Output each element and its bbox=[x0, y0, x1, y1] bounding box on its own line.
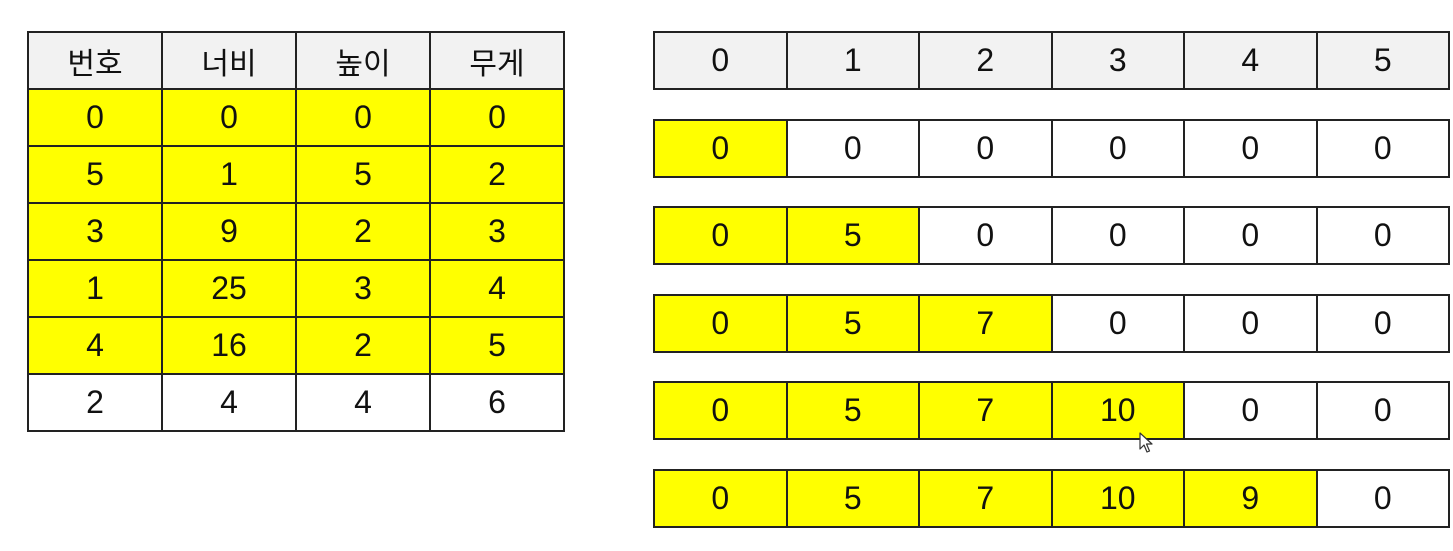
dp-cell: 7 bbox=[918, 381, 1053, 440]
dp-index-cell: 0 bbox=[653, 31, 788, 90]
dp-cell: 0 bbox=[653, 469, 788, 528]
dp-index-cell: 3 bbox=[1050, 31, 1185, 90]
dp-cell: 0 bbox=[1315, 294, 1450, 353]
dp-row: 0 5 7 10 9 0 bbox=[653, 469, 1450, 528]
dp-index-cell: 1 bbox=[785, 31, 920, 90]
dp-cell: 0 bbox=[1315, 206, 1450, 265]
box-table-cell: 3 bbox=[295, 259, 431, 318]
header-height: 높이 bbox=[295, 31, 431, 90]
box-table-cell: 2 bbox=[295, 316, 431, 375]
dp-cell: 5 bbox=[785, 294, 920, 353]
box-table-cell: 0 bbox=[429, 88, 565, 147]
dp-cell: 0 bbox=[1050, 119, 1185, 178]
header-weight: 무게 bbox=[429, 31, 565, 90]
box-table-cell: 4 bbox=[161, 373, 297, 432]
dp-cell: 0 bbox=[1183, 206, 1318, 265]
dp-cell: 0 bbox=[785, 119, 920, 178]
dp-cell: 5 bbox=[785, 469, 920, 528]
box-table-row: 4 16 2 5 bbox=[27, 316, 565, 375]
box-table-cell: 4 bbox=[429, 259, 565, 318]
dp-cell: 0 bbox=[918, 119, 1053, 178]
box-table-cell: 9 bbox=[161, 202, 297, 261]
dp-cell: 10 bbox=[1050, 469, 1185, 528]
box-table-cell: 0 bbox=[27, 88, 163, 147]
box-table-cell: 6 bbox=[429, 373, 565, 432]
dp-cell: 0 bbox=[653, 206, 788, 265]
dp-cell: 0 bbox=[1050, 206, 1185, 265]
dp-cell: 0 bbox=[653, 381, 788, 440]
dp-cell: 7 bbox=[918, 294, 1053, 353]
box-table-cell: 1 bbox=[27, 259, 163, 318]
box-table-cell: 5 bbox=[429, 316, 565, 375]
mouse-pointer-icon bbox=[1139, 432, 1153, 453]
dp-cell: 9 bbox=[1183, 469, 1318, 528]
box-table-cell: 3 bbox=[429, 202, 565, 261]
dp-cell: 0 bbox=[1315, 381, 1450, 440]
dp-index-cell: 4 bbox=[1183, 31, 1318, 90]
dp-cell: 10 bbox=[1050, 381, 1185, 440]
box-table-cell: 0 bbox=[295, 88, 431, 147]
dp-cell: 0 bbox=[1315, 469, 1450, 528]
box-table-row: 1 25 3 4 bbox=[27, 259, 565, 318]
dp-cell: 5 bbox=[785, 381, 920, 440]
box-table-cell: 1 bbox=[161, 145, 297, 204]
dp-cell: 0 bbox=[1183, 119, 1318, 178]
box-table-cell: 4 bbox=[295, 373, 431, 432]
box-table-cell: 25 bbox=[161, 259, 297, 318]
box-table-cell: 4 bbox=[27, 316, 163, 375]
box-table-header-row: 번호 너비 높이 무게 bbox=[27, 31, 565, 90]
dp-cell: 5 bbox=[785, 206, 920, 265]
box-table-cell: 5 bbox=[295, 145, 431, 204]
box-table-cell: 5 bbox=[27, 145, 163, 204]
dp-cell: 0 bbox=[653, 294, 788, 353]
box-table-cell: 2 bbox=[429, 145, 565, 204]
dp-index-cell: 2 bbox=[918, 31, 1053, 90]
dp-cell: 0 bbox=[653, 119, 788, 178]
dp-row: 0 5 7 10 0 0 bbox=[653, 381, 1450, 440]
dp-cell: 0 bbox=[918, 206, 1053, 265]
dp-index-cell: 5 bbox=[1315, 31, 1450, 90]
dp-cell: 0 bbox=[1050, 294, 1185, 353]
header-number: 번호 bbox=[27, 31, 163, 90]
box-table-cell: 3 bbox=[27, 202, 163, 261]
header-width: 너비 bbox=[161, 31, 297, 90]
box-table-cell: 2 bbox=[295, 202, 431, 261]
box-table: 번호 너비 높이 무게 0 0 0 0 5 1 5 2 3 9 2 3 1 25 3 4 4 16 2 5 2 4 4 6 bbox=[27, 31, 565, 432]
box-table-cell: 0 bbox=[161, 88, 297, 147]
dp-cell: 0 bbox=[1183, 294, 1318, 353]
box-table-cell: 2 bbox=[27, 373, 163, 432]
dp-cell: 0 bbox=[1183, 381, 1318, 440]
dp-cell: 0 bbox=[1315, 119, 1450, 178]
box-table-cell: 16 bbox=[161, 316, 297, 375]
dp-cell: 7 bbox=[918, 469, 1053, 528]
